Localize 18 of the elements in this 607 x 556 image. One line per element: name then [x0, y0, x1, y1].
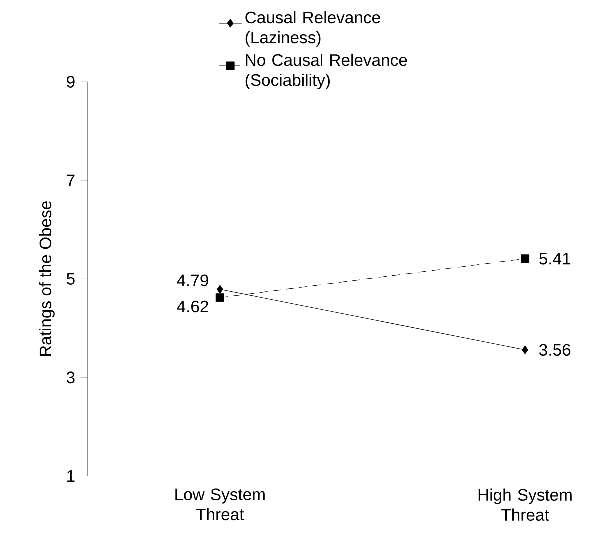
point: [216, 293, 224, 302]
y-axis-title: Ratings of the Obese: [39, 201, 55, 356]
legend-label: Causal Relevance (Laziness): [246, 11, 380, 47]
y-tick-label: 5: [66, 273, 75, 285]
y-tick-label: 3: [66, 372, 75, 384]
y-tick-label: 1: [68, 470, 75, 482]
data-label: 4.62: [177, 300, 208, 312]
y-tick-label: 7: [67, 174, 75, 186]
point: [521, 254, 530, 264]
x-tick-label: Low System Threat: [176, 488, 265, 520]
y-tick-label: 9: [67, 76, 75, 88]
point: [522, 346, 529, 354]
point: [216, 285, 224, 294]
data-label: 4.79: [177, 274, 208, 286]
data-label: 5.41: [540, 252, 571, 265]
legend-label: No Causal Relevance (Sociability): [246, 54, 408, 90]
x-tick-label: High System Threat: [478, 488, 572, 521]
data-label: 3.56: [540, 344, 571, 356]
